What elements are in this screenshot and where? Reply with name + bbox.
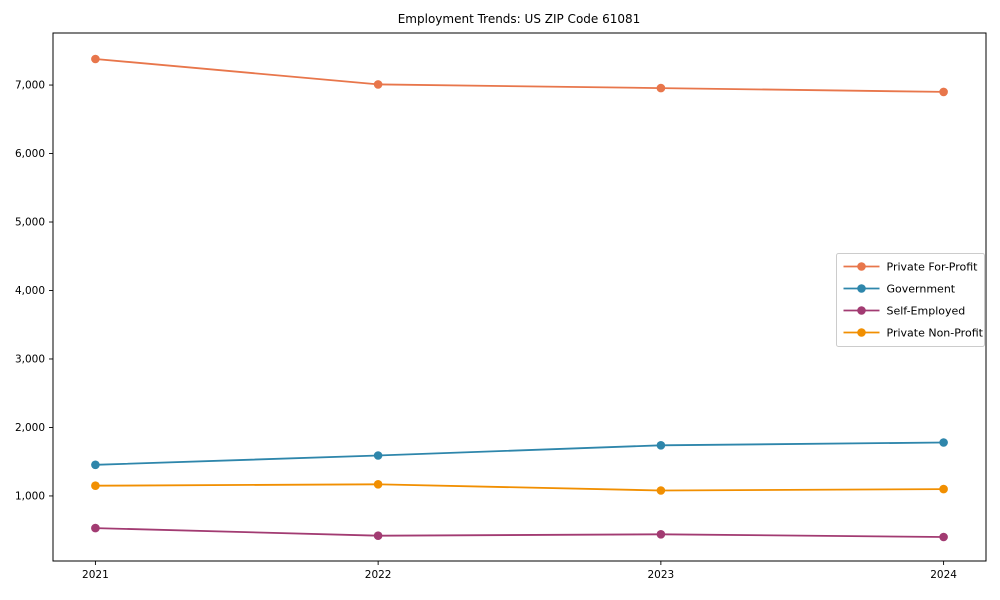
series-line-self-employed	[94, 527, 945, 538]
legend-marker-private-non-profit	[857, 328, 866, 337]
x-tick-label: 2023	[647, 569, 674, 581]
legend: Private For-Profit Government Self-Employe…	[836, 253, 985, 347]
series-marker-private-for-profit	[656, 83, 666, 93]
y-tick-label: 1,000	[15, 491, 45, 503]
series-marker-government	[656, 441, 666, 450]
plot-area: 1,000 2,000 3,000 4,000 5,000 6,000 7,000 2021 2…	[15, 32, 987, 581]
y-tick-label: 6,000	[15, 148, 45, 160]
series-marker-self-employed	[656, 530, 666, 539]
y-tick-label: 2,000	[15, 422, 45, 434]
series-marker-government	[939, 438, 948, 447]
series-marker-private-for-profit	[939, 87, 948, 97]
series-marker-government	[373, 451, 383, 460]
x-tick-label: 2021	[82, 569, 109, 581]
legend-marker-self-employed	[857, 306, 866, 315]
y-tick-label: 5,000	[15, 217, 45, 229]
series-marker-government	[91, 460, 100, 470]
legend-box	[836, 253, 985, 347]
series-marker-self-employed	[91, 523, 100, 533]
series-line-private-for-profit	[94, 58, 945, 93]
y-tick-label: 4,000	[15, 285, 45, 297]
y-tick-label: 7,000	[15, 80, 45, 92]
series-marker-private-non-profit	[656, 486, 666, 495]
series-line-government	[94, 441, 945, 466]
series-marker-private-for-profit	[373, 80, 383, 89]
series-marker-private-non-profit	[939, 484, 948, 494]
series-marker-self-employed	[939, 532, 948, 542]
series-marker-private-non-profit	[91, 481, 100, 491]
legend-marker-private-for-profit	[857, 262, 866, 271]
plot-box	[52, 32, 987, 562]
legend-marker-government	[857, 284, 866, 293]
legend-label-government: Government	[887, 282, 956, 295]
legend-label-private-non-profit: Private Non-Profit	[887, 326, 984, 339]
series-marker-self-employed	[373, 531, 383, 540]
series-marker-private-for-profit	[91, 54, 100, 64]
series-marker-private-non-profit	[373, 480, 383, 489]
x-tick-label: 2024	[930, 569, 957, 581]
series-line-private-non-profit	[94, 483, 945, 492]
legend-label-private-for-profit: Private For-Profit	[887, 260, 979, 273]
legend-label-self-employed: Self-Employed	[887, 304, 966, 317]
y-tick-label: 3,000	[15, 354, 45, 366]
x-tick-label: 2022	[365, 569, 392, 581]
chart-title: Employment Trends: US ZIP Code 61081	[398, 12, 641, 26]
